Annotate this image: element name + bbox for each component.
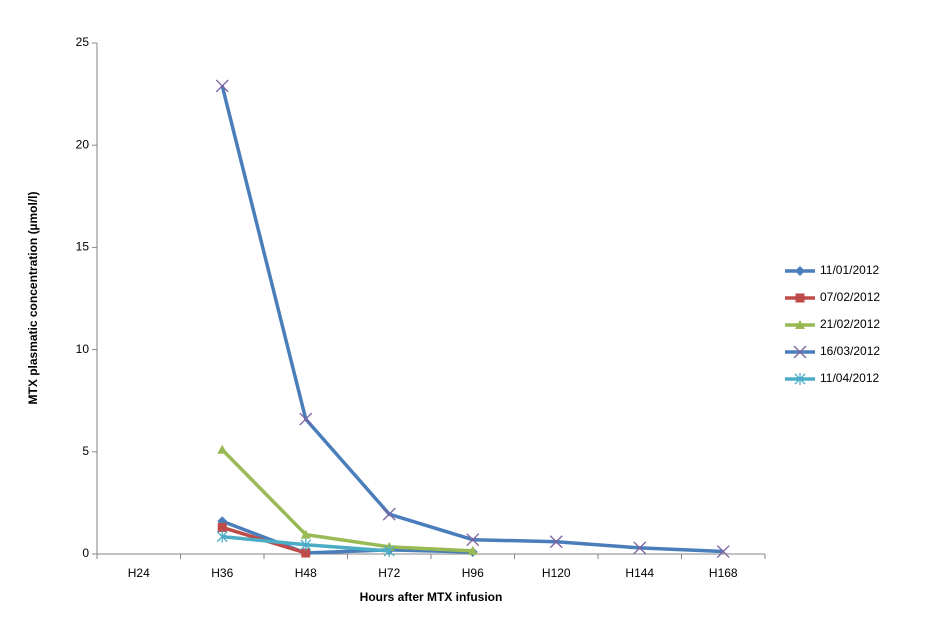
x-tick-label: H72 <box>378 566 400 580</box>
legend-label: 11/01/2012 <box>820 263 879 277</box>
data-point <box>215 79 229 93</box>
data-point <box>217 522 227 532</box>
y-tick-label: 25 <box>76 35 90 49</box>
x-tick-label: H168 <box>709 566 738 580</box>
y-axis-title: MTX plasmatic concentration (µmol/l) <box>26 192 40 405</box>
data-point <box>299 412 313 426</box>
y-tick-label: 0 <box>82 546 89 560</box>
data-point <box>216 530 228 543</box>
legend-marker <box>795 266 805 276</box>
series-line <box>221 519 473 555</box>
legend-label: 07/02/2012 <box>820 290 880 304</box>
legend-label: 16/03/2012 <box>820 344 880 358</box>
x-tick-label: H144 <box>625 566 654 580</box>
y-tick-label: 10 <box>76 342 90 356</box>
x-tick-label: H120 <box>542 566 571 580</box>
x-tick-label: H48 <box>295 566 317 580</box>
data-point <box>466 533 480 547</box>
data-point <box>467 545 478 555</box>
x-tick-label: H36 <box>211 566 233 580</box>
y-tick-label: 20 <box>76 137 90 151</box>
x-tick-label: H96 <box>462 566 484 580</box>
x-tick-label: H24 <box>128 566 150 580</box>
data-point <box>382 507 396 521</box>
y-tick-label: 5 <box>82 444 89 458</box>
data-point <box>300 538 312 551</box>
legend-marker <box>795 293 805 303</box>
legend-label: 21/02/2012 <box>820 317 880 331</box>
series-line <box>221 448 473 553</box>
legend-label: 11/04/2012 <box>820 371 879 385</box>
x-axis-title: Hours after MTX infusion <box>360 590 503 604</box>
data-point <box>633 541 647 555</box>
legend-marker <box>795 320 805 329</box>
legend-marker <box>793 345 807 359</box>
data-point <box>300 529 311 539</box>
data-point <box>217 444 228 454</box>
data-point <box>383 544 395 557</box>
data-point <box>716 545 730 559</box>
data-point <box>301 548 311 558</box>
y-tick-label: 15 <box>76 240 90 254</box>
series-line <box>220 85 724 554</box>
legend-marker <box>794 373 806 385</box>
data-point <box>549 535 563 549</box>
